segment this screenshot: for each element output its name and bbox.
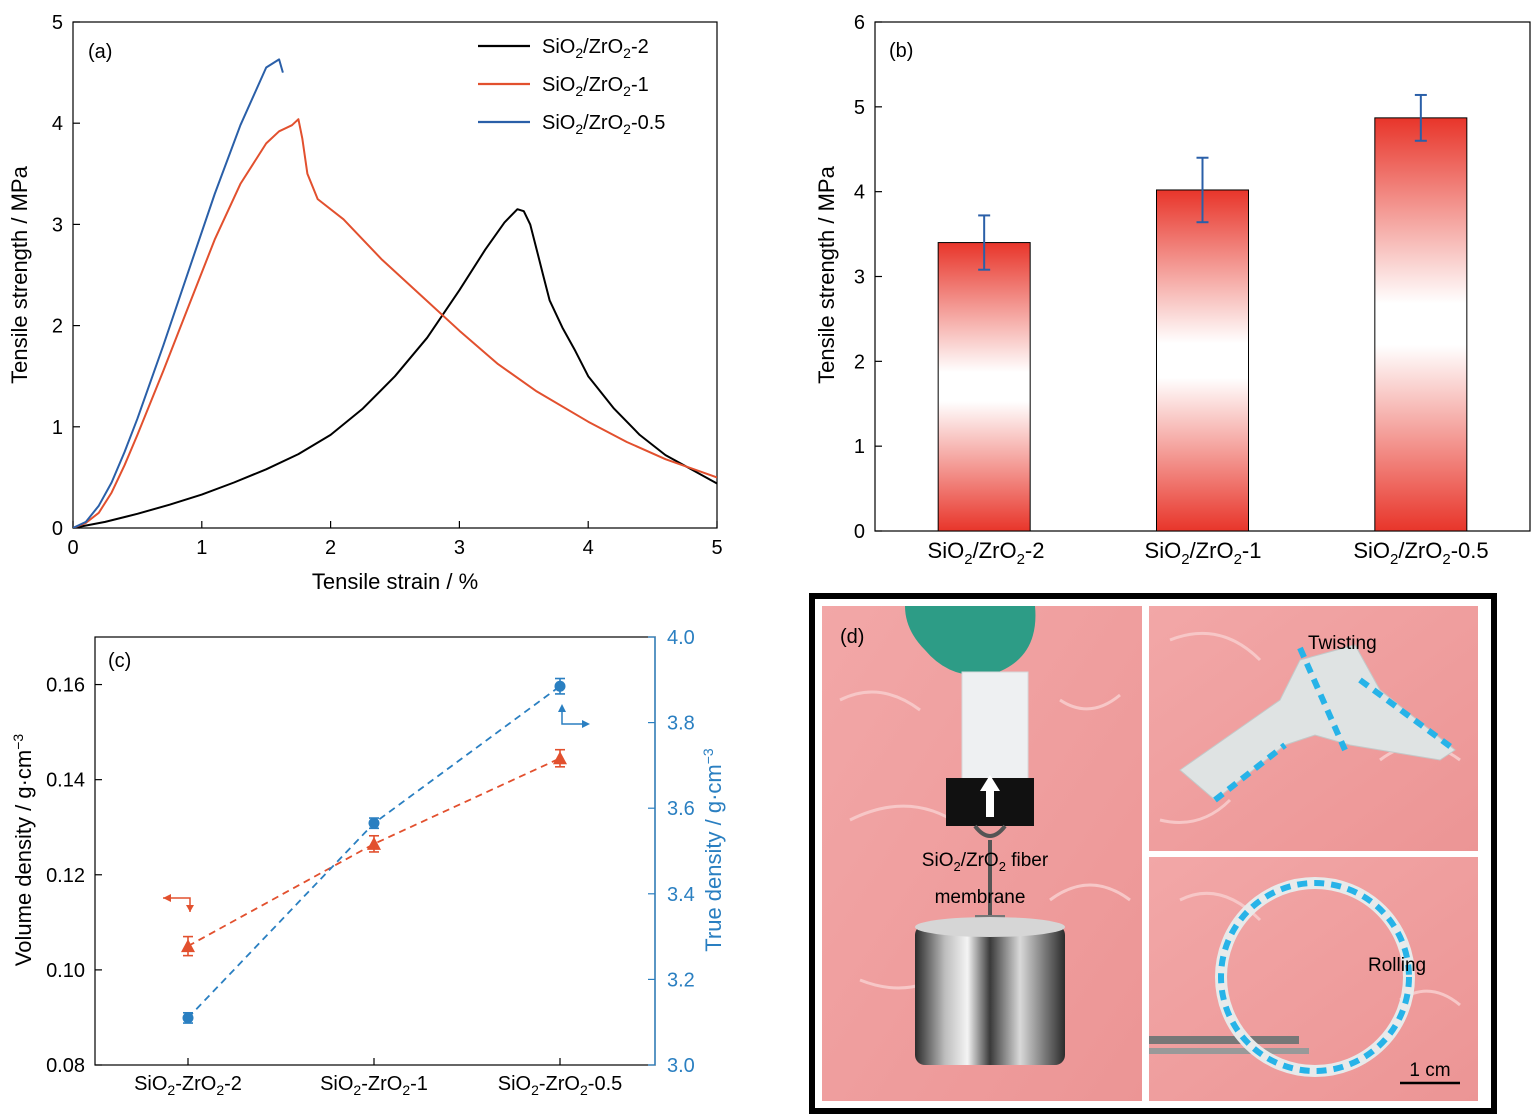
twisting-outline (1213, 646, 1457, 803)
panel-a-y-tick-label: 3 (52, 214, 63, 236)
panel-b-y-tick-label: 0 (854, 521, 865, 543)
legend-label-sio2-zro2-0-5: SiO2/ZrO2-0.5 (542, 112, 665, 137)
panel-c-category-label-3: SiO2-ZrO2-0.5 (498, 1073, 623, 1098)
rolling-label: Rolling (1368, 955, 1426, 976)
panel-a-legend: SiO2/ZrO2-2 SiO2/ZrO2-1 SiO2/ZrO2-0.5 (478, 36, 665, 137)
panel-a-x-tick-label: 0 (67, 537, 78, 559)
pull-direction-arrow (980, 775, 1000, 817)
panel-b-bar-1 (937, 242, 1031, 532)
panel-c-right-axis-indicator-arrow (558, 704, 590, 728)
panel-a-series-line-1 (73, 208, 717, 528)
photo-rolling: Rolling 1 cm (1149, 857, 1478, 1101)
membrane-strip (961, 671, 1029, 781)
panel-c-point-triangle (181, 939, 195, 953)
panel-d-label: (d) (840, 626, 864, 648)
panel-c-left-y-axis-label: Volume density / g·cm−3 (10, 734, 36, 967)
panel-a-x-tick-label: 2 (325, 537, 336, 559)
panel-c-label: (c) (108, 650, 131, 672)
legend-label-sio2-zro2-1: SiO2/ZrO2-1 (542, 74, 649, 99)
panel-c-right-y-tick-label: 3.0 (667, 1055, 695, 1077)
rolling-outline (1218, 880, 1412, 1074)
panel-c-right-y-tick-label: 3.6 (667, 798, 695, 820)
steel-weight (915, 925, 1065, 1065)
panel-b-ticks: 0 1 2 3 4 5 6 (854, 12, 1422, 543)
panel-c-right-y-tick-label: 3.4 (667, 884, 695, 906)
panel-a-x-axis-label: Tensile strain / % (312, 569, 478, 594)
panel-c-point-circle (368, 817, 380, 829)
panel-a-y-tick-label: 0 (52, 518, 63, 540)
panel-a-x-tick-label: 4 (583, 537, 594, 559)
panel-b-bar-2 (1156, 189, 1249, 532)
panel-a-x-tick-label: 3 (454, 537, 465, 559)
panel-b-y-tick-label: 4 (854, 182, 865, 204)
panel-b-bar-chart: 0 1 2 3 4 5 6 (b) Tensile strength / MPa SiO2/… (814, 12, 1531, 568)
membrane-label-line-2: membrane (935, 887, 1026, 908)
panel-a-y-tick-label: 2 (52, 316, 63, 338)
panel-c-point-circle (554, 680, 566, 692)
panel-d-photographs: SiO2/ZrO2 fiber membrane (d) Twisting Ro… (809, 593, 1497, 1114)
panel-c-left-y-tick-label: 0.10 (46, 960, 85, 982)
legend-label-sio2-zro2-2: SiO2/ZrO2-2 (542, 36, 649, 61)
panel-b-y-axis-label: Tensile strength / MPa (814, 165, 839, 383)
panel-c-ticks: 0.08 0.10 0.12 0.14 0.16 3.0 3.2 3.4 3.6 3.8 4.0 (46, 627, 695, 1077)
panel-a-series-line-3 (73, 58, 284, 528)
panel-c-point-triangle (367, 836, 381, 850)
membrane-label-line-1: SiO2/ZrO2 fiber (922, 850, 1049, 874)
panel-c-category-labels: SiO2-ZrO2-2 SiO2-ZrO2-1 SiO2-ZrO2-0.5 (134, 1073, 622, 1098)
panel-b-bars (937, 93, 1468, 532)
panel-c-left-y-tick-label: 0.14 (46, 770, 85, 792)
panel-b-y-tick-label: 3 (854, 267, 865, 289)
panel-c-point-triangle (553, 751, 567, 765)
photo-twisting: Twisting (1149, 606, 1478, 851)
panel-b-y-tick-label: 6 (854, 12, 865, 34)
panel-c-point-circle (182, 1012, 194, 1024)
panel-a-y-tick-label: 5 (52, 12, 63, 34)
panel-c-frame (94, 636, 656, 1066)
panel-b-y-tick-label: 1 (854, 436, 865, 458)
photo-weight-hanging: SiO2/ZrO2 fiber membrane (d) (822, 606, 1142, 1101)
panel-c-left-y-tick-label: 0.12 (46, 865, 85, 887)
panel-c-left-axis-indicator-arrow (163, 894, 194, 912)
panel-b-category-label-1: SiO2/ZrO2-2 (928, 538, 1045, 568)
twisting-label: Twisting (1308, 633, 1377, 654)
panel-c-dashed-line-1 (187, 757, 561, 947)
panel-a-line-chart: 0 1 2 3 4 5 0 1 2 3 4 5 (a) Tensile strain / % Tens… (7, 12, 723, 594)
panel-c-right-y-tick-label: 4.0 (667, 627, 695, 649)
panel-b-label: (b) (889, 40, 913, 62)
panel-a-series-line-2 (73, 118, 717, 528)
panel-c-points (181, 677, 567, 1024)
panel-a-ticks: 0 1 2 3 4 5 0 1 2 3 4 5 (52, 12, 723, 559)
glove-shape (905, 606, 1036, 676)
panel-c-category-label-2: SiO2-ZrO2-1 (320, 1073, 428, 1098)
panel-c-scatter-chart: 0.08 0.10 0.12 0.14 0.16 3.0 3.2 3.4 3.6 3.8 4.0 (… (10, 627, 726, 1098)
panel-b-y-tick-label: 5 (854, 97, 865, 119)
panel-b-bar-3 (1374, 117, 1468, 532)
panel-a-label: (a) (88, 41, 112, 63)
panel-a-frame (72, 21, 718, 529)
panel-a-y-tick-label: 4 (52, 113, 63, 135)
panel-b-category-labels: SiO2/ZrO2-2 SiO2/ZrO2-1 SiO2/ZrO2-0.5 (928, 538, 1489, 568)
panel-b-y-tick-label: 2 (854, 351, 865, 373)
panel-a-x-tick-label: 5 (711, 537, 722, 559)
panel-c-left-y-tick-label: 0.08 (46, 1055, 85, 1077)
panel-c-right-y-tick-label: 3.8 (667, 713, 695, 735)
panel-b-category-label-3: SiO2/ZrO2-0.5 (1353, 538, 1488, 568)
panel-c-right-y-tick-label: 3.2 (667, 969, 695, 991)
panel-c-right-y-axis-label: True density / g·cm−3 (700, 748, 726, 952)
scale-bar-label: 1 cm (1409, 1060, 1450, 1081)
panel-a-x-tick-label: 1 (196, 537, 207, 559)
panel-c-left-y-tick-label: 0.16 (46, 675, 85, 697)
panel-c-category-label-1: SiO2-ZrO2-2 (134, 1073, 242, 1098)
panel-a-y-tick-label: 1 (52, 417, 63, 439)
tweezers (1149, 1036, 1299, 1044)
panel-b-category-label-2: SiO2/ZrO2-1 (1145, 538, 1262, 568)
panel-a-series (73, 58, 717, 528)
panel-a-y-axis-label: Tensile strength / MPa (7, 165, 32, 383)
